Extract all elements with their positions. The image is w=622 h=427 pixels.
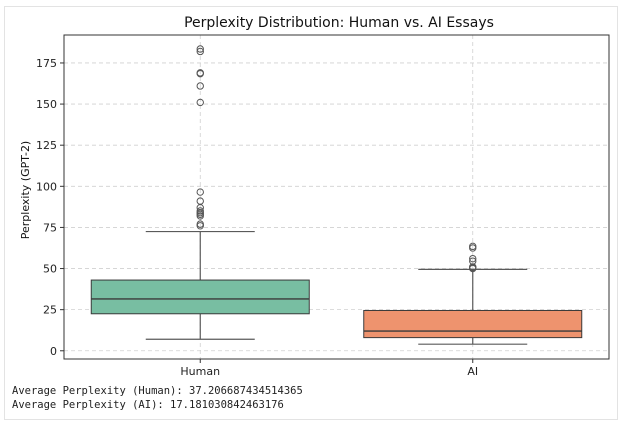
y-tick-label: 75 [43, 221, 57, 234]
outlier-point [196, 98, 204, 107]
y-tick-label: 50 [43, 263, 57, 276]
outlier-point [196, 207, 204, 215]
outlier-point [196, 82, 204, 90]
y-axis-label: Perplexity (GPT-2) [19, 141, 32, 239]
outlier-point [469, 242, 477, 251]
box-ai [363, 242, 583, 345]
y-tick-label: 25 [43, 304, 57, 317]
plot-area-frame [63, 34, 610, 360]
outlier-point [469, 257, 477, 265]
x-tick-label: AI [467, 365, 478, 378]
y-tick-label: 100 [36, 180, 57, 193]
outlier-point [196, 220, 204, 228]
outlier-point [469, 263, 477, 271]
outlier-point [196, 69, 204, 77]
outlier-point [196, 188, 204, 196]
chart-title: Perplexity Distribution: Human vs. AI Es… [184, 15, 494, 31]
y-tick-label: 125 [36, 139, 57, 152]
outlier-point [196, 197, 204, 205]
iqr-box [90, 279, 310, 315]
y-tick-label: 150 [36, 98, 57, 111]
outlier-point [196, 45, 204, 53]
avg-perplexity-human-text: Average Perplexity (Human): 37.206687434… [12, 385, 303, 397]
boxplot-chart: 0 25 50 75 100 125 150 175 Human AI Perplexity Di… [19, 15, 610, 378]
avg-perplexity-ai-text: Average Perplexity (AI): 17.181030842463… [12, 399, 284, 411]
axis-ticks: 0 25 50 75 100 125 150 175 Human AI [36, 57, 478, 378]
y-tick-label: 175 [36, 57, 57, 70]
iqr-box [363, 309, 583, 339]
x-tick-label: Human [180, 365, 220, 378]
outlier-point [196, 47, 204, 56]
box-human [90, 45, 310, 340]
box-series [90, 45, 583, 345]
y-tick-label: 0 [50, 345, 57, 358]
outlier-point [469, 254, 477, 263]
